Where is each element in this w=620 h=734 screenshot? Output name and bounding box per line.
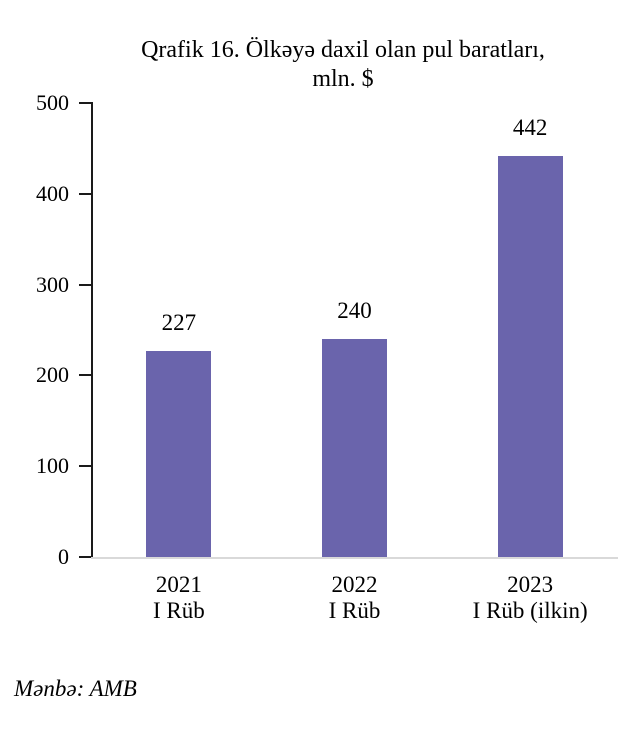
y-tick-label: 500	[36, 90, 69, 115]
y-tick-label: 0	[58, 544, 69, 569]
y-tick-label: 100	[36, 453, 69, 479]
chart-title-line2: mln. $	[312, 66, 374, 92]
bar	[497, 155, 563, 557]
y-tick-label: 300	[36, 271, 69, 297]
y-tick	[79, 102, 91, 104]
x-category-label-line: I Rüb	[152, 598, 205, 623]
x-category-label-line: 2023	[507, 572, 554, 597]
x-category-label-line: 2021	[155, 572, 202, 597]
y-tick-label: 400	[36, 180, 69, 206]
y-tick	[79, 283, 91, 286]
x-category-label: 2023 I Rüb (ilkin)	[448, 572, 612, 624]
y-axis-line	[91, 102, 93, 559]
bar-value-label: 442	[512, 114, 548, 140]
x-category-label: 2022 I Rüb	[273, 572, 437, 624]
x-category-label: 2021 I Rüb	[97, 572, 261, 624]
x-category-label-line: 2022	[331, 572, 378, 597]
chart-title-line1: Qrafik 16. Ölkəyə daxil olan pul baratla…	[141, 37, 545, 63]
bar-value-label: 227	[161, 309, 197, 335]
x-axis-baseline	[91, 557, 618, 559]
y-tick	[79, 374, 91, 377]
x-category-label-line: I Rüb (ilkin)	[472, 598, 588, 623]
y-tick	[79, 465, 91, 468]
bar	[322, 339, 387, 557]
y-tick	[79, 192, 91, 195]
y-tick-label: 200	[36, 362, 69, 388]
bar	[146, 350, 212, 557]
bar-value-label: 240	[337, 298, 372, 324]
x-category-label-line: I Rüb	[328, 598, 381, 623]
y-tick	[79, 556, 91, 558]
source-note: Mənbə: AMB	[14, 676, 137, 701]
chart-title: Qrafik 16. Ölkəyə daxil olan pul baratla…	[68, 36, 618, 94]
